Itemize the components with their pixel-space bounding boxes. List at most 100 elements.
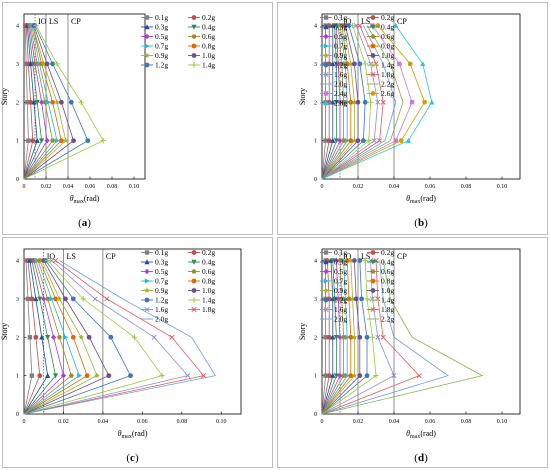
panel-c-legend-marker-1.6g: [144, 306, 150, 313]
panel-d-legend-label-2.0g: 2.0g: [334, 315, 347, 324]
panel-a-series-1.4g-point: [33, 22, 39, 29]
panel-a-ref-label-cp: CP: [71, 17, 81, 26]
panel-c-series-0.1g-point: [29, 373, 35, 378]
panel-b-ytick-label: 3: [314, 62, 317, 68]
panel-d-ref-label-ls: LS: [361, 252, 370, 261]
panel-b-series-1.0g-point: [343, 23, 348, 28]
panel-a-legend-label-0.5g: 0.5g: [155, 32, 168, 41]
panel-d-ytick-label: 3: [314, 297, 317, 303]
panel-b-legend-label-2.8g: 2.8g: [334, 99, 347, 108]
panel-b-legend-label-0.2g: 0.2g: [381, 13, 394, 22]
panel-c-series-0.4g-point: [45, 335, 51, 341]
panel-a-series-0.4g-point: [39, 138, 45, 144]
panel-b-legend-label-0.7g: 0.7g: [334, 42, 347, 51]
panel-d-legend-marker-1.2g: [323, 297, 329, 303]
panel-a-series-0.5g-point: [39, 99, 45, 106]
panel-a-legend-marker-0.4g: [191, 24, 197, 30]
panel-b-ref-label-cp: CP: [397, 17, 407, 26]
panel-d-legend-marker-0.9g: [323, 287, 329, 293]
panel-c-legend-marker-0.3g: [144, 259, 150, 265]
panel-a-legend-label-0.9g: 0.9g: [155, 51, 168, 60]
panel-a-ylabel: Story: [0, 88, 9, 105]
panel-c-legend-marker-1.2g: [144, 297, 150, 303]
panel-c-series-0.2g-point: [29, 296, 35, 302]
panel-d-series-1.6g-point: [391, 373, 397, 379]
panel-b-series-1.0g-point: [355, 138, 361, 144]
panel-d-series-0.9g-point: [349, 295, 356, 302]
panel-a-legend-label-1.2g: 1.2g: [155, 61, 168, 70]
panel-a-label: (a): [78, 217, 91, 229]
panel-b-label: (b): [414, 217, 428, 229]
panel-c-ytick-label: 0: [16, 412, 19, 418]
panel-b-legend-label-1.0g: 1.0g: [381, 51, 394, 60]
panel-a-series-0.9g-point: [54, 99, 60, 105]
panel-b-series-0.2g-point: [326, 138, 332, 144]
panel-a-legend-marker-1.2g: [144, 62, 150, 68]
panel-c-xlabel: θmax(rad): [118, 429, 148, 440]
panel-c-xtick-label: 0.10: [216, 419, 227, 425]
panel-a-series-1.4g-point: [100, 137, 106, 144]
panel-c-legend-label-1.2g: 1.2g: [155, 296, 168, 305]
panel-d-legend-label-2.2g: 2.2g: [381, 315, 394, 324]
panel-b: IO LS CP 0 0.02 0.04 0.06 0.08 0.10 0 1 2 3 4 Story θma…: [298, 13, 521, 229]
panel-d-legend-marker-0.8g: [370, 278, 376, 284]
panel-d-legend-marker-1.4g: [370, 297, 376, 303]
panel-c-plot-area: [23, 248, 242, 415]
panel-d-series-2.0g-line: [321, 260, 449, 415]
panel-c-ref-label-cp: CP: [106, 252, 116, 261]
panel-a-legend-marker-0.5g: [144, 33, 150, 40]
panel-d-series-0.4g-point: [333, 335, 339, 341]
panel-c-series-0.8g-point: [70, 334, 76, 340]
panel-c-series-0.3g-point: [45, 372, 51, 378]
panel-b-legend-marker-1.0g: [370, 53, 376, 58]
panel-b-series-1.4g-point: [367, 99, 374, 105]
panel-d-series-0.8g-point: [346, 296, 352, 302]
panel-c-legend-marker-0.4g: [191, 259, 197, 265]
panel-b-legend-marker-2.4g: [323, 91, 329, 96]
panel-d-series-1.0g-point: [357, 334, 363, 340]
panel-d-legend-marker-1.6g: [323, 306, 329, 313]
panel-b-legend-label-1.2g: 1.2g: [334, 61, 347, 70]
panel-b-xtick-label: 0.10: [497, 184, 508, 190]
panel-a-legend-label-0.1g: 0.1g: [155, 13, 168, 22]
panel-d-series-0.4g-point: [332, 296, 338, 302]
panel-b-series-2.8g-point: [420, 61, 426, 67]
panel-b-series-2.6g-point: [407, 61, 413, 67]
panel-c-legend-label-0.1g: 0.1g: [155, 248, 168, 257]
panel-c-legend-label-0.6g: 0.6g: [202, 267, 215, 276]
panel-a-legend-label-0.6g: 0.6g: [202, 32, 215, 41]
panel-c-legend-label-1.8g: 1.8g: [202, 305, 215, 314]
panel-c-legend-marker-0.9g: [144, 287, 150, 293]
panel-d-series-0.1g-point: [323, 335, 328, 340]
panel-a-xtick-label: 0.06: [85, 184, 96, 190]
panel-b-series-0.8g-point: [344, 61, 350, 67]
panel-c-legend-label-0.5g: 0.5g: [155, 267, 168, 276]
panel-c-series-1.0g-point: [86, 334, 92, 340]
panel-d-series-0.9g-point: [347, 257, 354, 263]
panel-a-legend-label-0.3g: 0.3g: [155, 23, 168, 32]
panel-b-legend-marker-0.8g: [370, 43, 376, 49]
panel-d-legend-label-0.1g: 0.1g: [334, 248, 347, 257]
panel-b-series-1.2g-point: [361, 138, 366, 144]
panel-d-legend-label-0.9g: 0.9g: [334, 286, 347, 295]
panel-d-legend-marker-0.6g: [370, 269, 376, 274]
panel-b-series-1.6g-point: [375, 99, 381, 105]
panel-a-series-0.1g-point: [25, 100, 30, 105]
panel-c-ylabel: Story: [0, 323, 9, 340]
panel-c-series-0.9g-point: [94, 372, 100, 379]
panel-d-legend-label-0.4g: 0.4g: [381, 258, 394, 267]
panel-d-xtick-label: 0.10: [497, 419, 508, 425]
panel-a-series-0.5g-point: [44, 137, 50, 144]
panel-c-series-0.6g-point: [45, 296, 51, 302]
panel-d-series-0.6g-point: [339, 296, 345, 302]
panel-a-series-1.2g-point: [85, 138, 91, 144]
panel-b-series-0.3g-point: [330, 137, 336, 143]
panel-b-legend-marker-0.1g: [323, 15, 329, 20]
panel-d-series-0.2g-point: [326, 373, 332, 379]
panel-b-series-1.4g-point: [366, 137, 372, 144]
panel-d-legend-label-0.3g: 0.3g: [334, 258, 347, 267]
panel-d-series-0.8g-point: [348, 334, 354, 340]
panel-c-series-0.8g-point: [84, 373, 90, 379]
